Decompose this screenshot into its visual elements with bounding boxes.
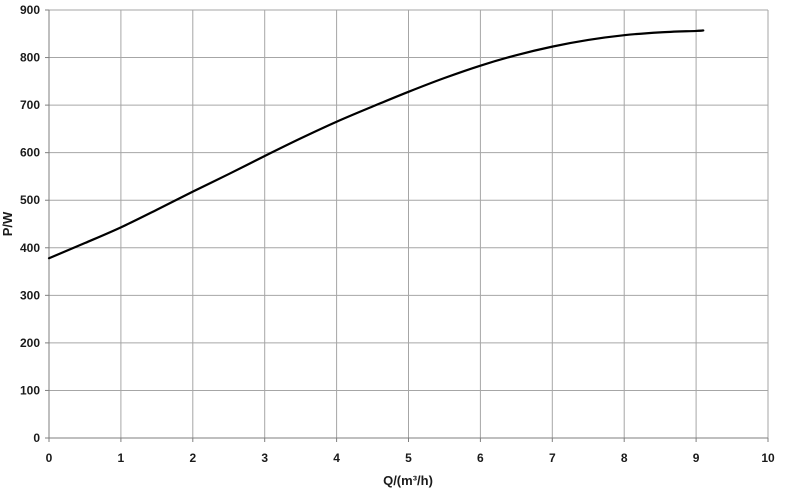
data-point xyxy=(264,155,266,157)
data-point xyxy=(120,226,122,228)
data-point xyxy=(48,257,50,259)
x-tick-label: 5 xyxy=(405,451,412,465)
x-tick-label: 9 xyxy=(693,451,700,465)
y-tick-label: 0 xyxy=(33,431,40,445)
data-point xyxy=(192,190,194,192)
data-point xyxy=(156,209,158,211)
data-point xyxy=(407,91,409,93)
x-axis-title: Q/(m³/h) xyxy=(383,473,433,488)
data-point xyxy=(443,77,445,79)
x-tick-label: 6 xyxy=(477,451,484,465)
y-tick-label: 800 xyxy=(20,51,40,65)
series-line xyxy=(47,29,705,260)
grid-layer xyxy=(49,9,769,438)
data-point xyxy=(551,45,553,47)
series-layer xyxy=(47,29,705,260)
x-tick-label: 2 xyxy=(189,451,196,465)
data-point xyxy=(587,39,589,41)
x-tick-label: 4 xyxy=(333,451,340,465)
y-tick-label: 500 xyxy=(20,193,40,207)
y-axis-title: P/W xyxy=(0,211,15,236)
x-tick-label: 0 xyxy=(46,451,53,465)
y-tick-label: 300 xyxy=(20,288,40,302)
data-point xyxy=(695,30,697,32)
data-point xyxy=(659,31,661,33)
data-point xyxy=(299,137,301,139)
data-point xyxy=(228,173,230,175)
x-tick-label: 8 xyxy=(621,451,628,465)
axis-layer xyxy=(45,9,769,442)
data-point xyxy=(371,105,373,107)
y-tick-label: 700 xyxy=(20,98,40,112)
data-point xyxy=(84,242,86,244)
x-tick-label: 3 xyxy=(261,451,268,465)
x-tick-label: 10 xyxy=(761,451,775,465)
data-point xyxy=(335,121,337,123)
data-point xyxy=(623,34,625,36)
y-tick-label: 600 xyxy=(20,146,40,160)
data-point xyxy=(702,29,704,31)
y-tick-label: 900 xyxy=(20,3,40,17)
y-tick-label: 100 xyxy=(20,383,40,397)
x-tick-label: 7 xyxy=(549,451,556,465)
x-tick-label: 1 xyxy=(118,451,125,465)
data-point xyxy=(479,64,481,66)
y-tick-label: 200 xyxy=(20,336,40,350)
y-tick-label: 400 xyxy=(20,241,40,255)
data-point xyxy=(515,54,517,56)
